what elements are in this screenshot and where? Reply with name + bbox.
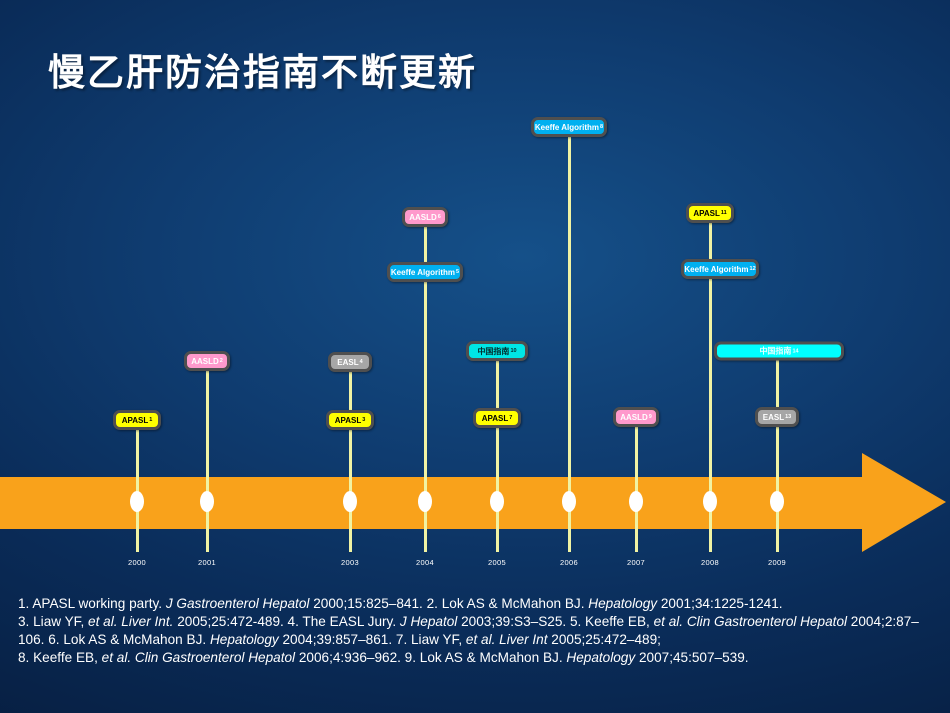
- milestone-dot-2007: [629, 490, 643, 512]
- milestone-dot-2009: [770, 490, 784, 512]
- milestone-dot-2006: [562, 490, 576, 512]
- milestone-box: APASL 7: [473, 408, 521, 428]
- milestone-dot-2000: [130, 490, 144, 512]
- reference-text: 2000;15:825–841. 2. Lok AS & McMahon BJ.: [309, 596, 589, 611]
- milestone-box: Keeffe Algorithm 5: [387, 262, 463, 282]
- reference-journal: Hepatology: [209, 632, 279, 648]
- milestone-box-label: APASL: [481, 413, 509, 423]
- milestone-box-label: AASLD: [620, 412, 648, 422]
- milestone-line-2005: [495, 351, 499, 552]
- reference-journal: et al. Clin Gastroenterol Hepatol: [653, 614, 848, 630]
- milestone-line-2003: [348, 362, 352, 552]
- milestone-box: 中国指南 10: [466, 341, 528, 361]
- milestone-line-2000: [135, 420, 139, 552]
- reference-paragraph: 3. Liaw YF, et al. Liver Int. 2005;25:47…: [18, 613, 934, 649]
- milestone-box: Keeffe Algorithm 8: [531, 117, 607, 137]
- reference-text: 2004;2:87–106. 6. Lok AS & McMahon BJ.: [18, 614, 919, 648]
- milestone-line-2007: [634, 417, 638, 552]
- milestone-box-label: Keeffe Algorithm: [534, 122, 600, 132]
- reference-journal: Hepatology: [588, 596, 658, 611]
- milestone-dot-2003: [343, 490, 357, 512]
- milestone-box-label: 中国指南: [477, 346, 510, 356]
- milestone-box-label: 中国指南: [759, 346, 792, 356]
- year-label-2006: 2006: [560, 558, 578, 567]
- reference-text: 8. Keeffe EB,: [18, 650, 102, 666]
- reference-text: 2001;34:1225-1241.: [657, 596, 783, 611]
- milestone-dot-2004: [418, 490, 432, 512]
- reference-text: 1. APASL working party.: [18, 596, 166, 611]
- year-label-2009: 2009: [768, 558, 786, 567]
- reference-journal: Hepatology: [566, 650, 636, 666]
- slide-title: 慢乙肝防治指南不断更新: [48, 52, 477, 93]
- milestone-box: AASLD 9: [613, 407, 659, 427]
- milestone-box-label: APASL: [693, 208, 720, 218]
- milestone-box-label: AASLD: [409, 212, 437, 222]
- milestone-box-label: APASL: [121, 415, 149, 425]
- milestone-line-2004: [423, 217, 427, 552]
- milestone-line-2006: [567, 127, 571, 552]
- reference-paragraph: 1. APASL working party. J Gastroenterol …: [18, 595, 934, 613]
- year-label-2000: 2000: [128, 558, 146, 567]
- milestone-line-2008: [708, 213, 712, 552]
- reference-text: 3. Liaw YF,: [18, 614, 89, 630]
- year-label-2004: 2004: [416, 558, 434, 567]
- references: 1. APASL working party. J Gastroenterol …: [18, 595, 934, 667]
- milestone-dot-2005: [490, 490, 504, 512]
- milestone-box: APASL 3: [326, 410, 374, 430]
- milestone-box: EASL 13: [755, 407, 799, 427]
- milestone-box-label: EASL: [762, 412, 785, 422]
- reference-text: 2004;39:857–861. 7. Liaw YF,: [278, 632, 466, 648]
- milestone-line-2009: [775, 351, 779, 552]
- year-label-2005: 2005: [488, 558, 506, 567]
- milestone-box: Keeffe Algorithm 12: [681, 259, 759, 279]
- milestone-box: 中国指南 14: [714, 341, 844, 361]
- milestone-box-label: AASLD: [191, 356, 219, 366]
- milestone-box-label: EASL: [337, 357, 359, 367]
- reference-journal: et al. Liver Int: [465, 632, 548, 648]
- reference-paragraph: 8. Keeffe EB, et al. Clin Gastroenterol …: [18, 649, 934, 667]
- year-label-2003: 2003: [341, 558, 359, 567]
- reference-text: 2007;45:507–539.: [635, 650, 749, 666]
- milestone-box: APASL 11: [686, 203, 734, 223]
- year-label-2007: 2007: [627, 558, 645, 567]
- milestone-dot-2008: [703, 490, 717, 512]
- reference-journal: et al. Liver Int.: [88, 614, 174, 630]
- milestone-box: AASLD 6: [402, 207, 448, 227]
- reference-journal: J Gastroenterol Hepatol: [165, 596, 310, 611]
- milestone-box: APASL 1: [113, 410, 161, 430]
- reference-text: 2005;25:472-489. 4. The EASL Jury.: [173, 614, 400, 630]
- milestone-box: EASL 4: [328, 352, 372, 372]
- reference-journal: J Hepatol: [399, 614, 458, 630]
- year-label-2008: 2008: [701, 558, 719, 567]
- reference-text: 2005;25:472–489;: [547, 632, 661, 648]
- year-label-2001: 2001: [198, 558, 216, 567]
- reference-text: 2006;4:936–962. 9. Lok AS & McMahon BJ.: [295, 650, 567, 666]
- milestone-box-label: Keeffe Algorithm: [390, 267, 456, 277]
- reference-journal: et al. Clin Gastroenterol Hepatol: [101, 650, 296, 666]
- milestone-dot-2001: [200, 490, 214, 512]
- milestone-box-label: Keeffe Algorithm: [684, 264, 749, 274]
- milestone-box-label: APASL: [334, 415, 362, 425]
- milestone-line-2001: [205, 361, 209, 552]
- milestone-box: AASLD 2: [184, 351, 230, 371]
- reference-text: 2003;39:S3–S25. 5. Keeffe EB,: [457, 614, 654, 630]
